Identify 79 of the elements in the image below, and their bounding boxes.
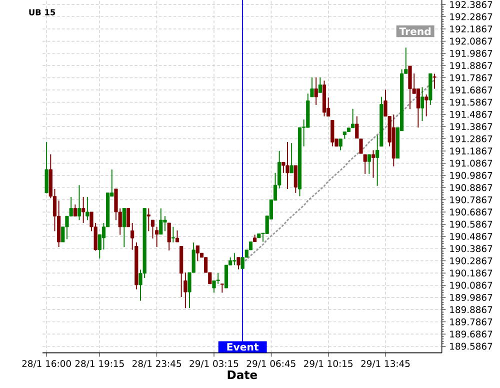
y-tick-label: 191.1867 [450,148,492,155]
y-tick-label: 190.7867 [450,196,492,204]
candlestick [73,204,77,217]
x-tick-label: 29/1 03:15 [190,360,238,368]
y-tick-label: 191.2867 [450,135,492,142]
y-tick-label: 190.0867 [450,282,492,289]
y-tick-label: 191.0867 [450,160,492,167]
candlestick [82,196,86,224]
candlestick [175,230,180,243]
candlestick [359,138,363,154]
candlestick [150,220,155,240]
x-axis-title: Date [228,370,258,380]
y-tick-label: 190.8867 [450,184,492,192]
candlestick [196,245,200,262]
y-tick-label: 189.8867 [450,306,492,314]
y-tick-label: 192.0867 [450,38,492,45]
y-tick-label: 191.6867 [450,86,492,94]
candlestick [44,142,48,194]
y-tick-label: 190.4867 [450,233,492,240]
text: Trend [399,27,431,36]
candlestick [371,150,376,178]
candlestick [314,77,318,106]
y-tick-label: 190.3867 [450,245,492,252]
y-tick-label: 192.2867 [450,13,492,20]
candlestick [146,208,150,232]
candlestick [171,226,175,243]
y-tick-label: 191.9867 [450,50,492,57]
candlestick [184,272,188,309]
candlestick [86,196,90,221]
candlestick [167,222,171,252]
candlestick [367,154,371,175]
x-tick-label: 29/1 10:15 [304,360,352,368]
candlestick [424,94,428,117]
candlestick [126,208,130,228]
y-tick-label: 191.8867 [450,62,492,70]
candlestick [310,77,314,98]
candlestick [432,73,436,90]
y-tick-label: 191.7867 [450,74,492,82]
candlestick [330,120,334,147]
x-tick-label: 29/1 06:45 [246,360,296,368]
y-tick-label: 191.3867 [450,123,492,130]
annotation: Event [227,343,259,351]
x-tick-label: 28/1 16:00 [22,360,71,368]
candlestick [232,252,236,266]
candlestick [216,272,220,284]
candlestick [236,257,240,270]
candlestick [155,226,159,248]
candlestick [338,138,342,151]
y-tick-label: 190.9867 [450,172,492,180]
candlestick [408,66,412,110]
y-tick-label: 190.5867 [450,220,492,228]
candlestick [294,165,298,194]
y-tick-label: 189.5867 [450,342,492,350]
y-tick-label: 190.6867 [450,208,492,216]
candlestick [363,154,367,175]
x-tick-label: 28/1 23:45 [132,360,181,368]
y-tick-label: 191.4867 [450,111,492,118]
candlestick [420,86,424,122]
y-tick-label: 190.1867 [450,270,492,277]
candlestick [355,116,359,139]
y-tick-label: 190.2867 [450,258,492,264]
y-tick-label: 189.6867 [450,330,492,338]
candlestick [122,208,126,248]
candlestick [318,77,322,94]
y-tick-label: 191.5867 [450,98,492,106]
candlestick [77,184,82,221]
candlestick [159,208,163,235]
x-tick-label: 29/1 13:45 [361,360,410,368]
y-tick-label: 189.7867 [450,318,492,326]
x-tick-label: 28/1 19:15 [75,360,124,368]
text: UB 15 [29,9,56,16]
candlestick [286,142,290,190]
y-tick-label: 189.9867 [450,294,492,302]
candlestick [163,216,167,232]
y-tick-label: 192.3867 [450,1,492,8]
y-tick-label: 192.1867 [450,26,492,33]
candlestick [416,88,420,128]
candlestick [290,142,294,174]
candlestick [351,108,355,129]
